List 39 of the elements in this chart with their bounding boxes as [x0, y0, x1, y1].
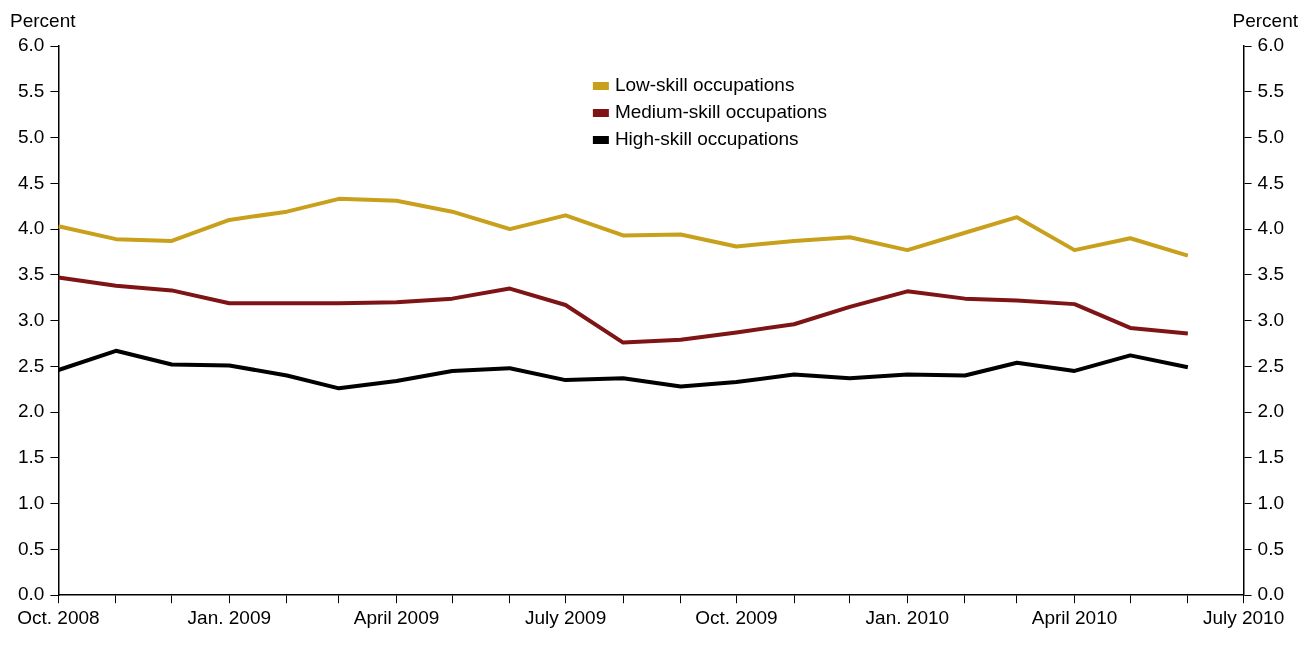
x-tick-label: Oct. 2009: [695, 606, 778, 628]
y-tick-label: 4.0: [17, 217, 45, 239]
y2-tick-label: 0.5: [1257, 537, 1285, 559]
y2-tick-label: 3.0: [1257, 308, 1285, 330]
x-tick-label: April 2010: [1031, 606, 1118, 628]
legend-label: Low-skill occupations: [614, 74, 795, 96]
y-tick-label: 2.5: [17, 354, 45, 376]
y2-tick-label: 3.5: [1257, 263, 1285, 285]
legend-label: Medium-skill occupations: [614, 101, 828, 123]
y-tick-label: 5.5: [17, 80, 45, 101]
y-tick-label: 5.0: [17, 125, 45, 147]
y2-tick-label: 6.0: [1257, 34, 1285, 56]
y-tick-label: 3.0: [17, 308, 45, 330]
y-tick-label: 2.0: [17, 400, 45, 422]
y2-tick-label: 5.5: [1257, 80, 1285, 101]
y-tick-label: 1.5: [17, 446, 45, 468]
y-tick-label: 0.0: [17, 583, 45, 605]
y2-tick-label: 1.5: [1257, 446, 1285, 468]
y2-tick-label: 0.0: [1257, 583, 1285, 605]
y-tick-label: 3.5: [17, 263, 45, 285]
y-axis-title: Percent: [10, 9, 77, 31]
x-tick-label: Jan. 2010: [865, 606, 950, 628]
y2-tick-label: 5.0: [1257, 125, 1285, 147]
x-tick-label: Jan. 2009: [187, 606, 272, 628]
x-tick-label: July 2009: [524, 606, 607, 628]
x-tick-label: April 2009: [353, 606, 440, 628]
x-tick-label: Oct. 2008: [17, 606, 100, 628]
y-tick-label: 0.5: [17, 537, 45, 559]
y2-tick-label: 2.0: [1257, 400, 1285, 422]
y2-tick-label: 4.5: [1257, 171, 1285, 193]
y2-tick-label: 1.0: [1257, 491, 1285, 513]
legend-label: High-skill occupations: [614, 128, 799, 150]
y-tick-label: 4.5: [17, 171, 45, 193]
y2-tick-label: 4.0: [1257, 217, 1285, 239]
y-tick-label: 1.0: [17, 491, 45, 513]
y-tick-label: 6.0: [17, 34, 45, 56]
y2-tick-label: 2.5: [1257, 354, 1285, 376]
y2-axis-title: Percent: [1232, 9, 1299, 31]
x-tick-label: July 2010: [1202, 606, 1285, 628]
